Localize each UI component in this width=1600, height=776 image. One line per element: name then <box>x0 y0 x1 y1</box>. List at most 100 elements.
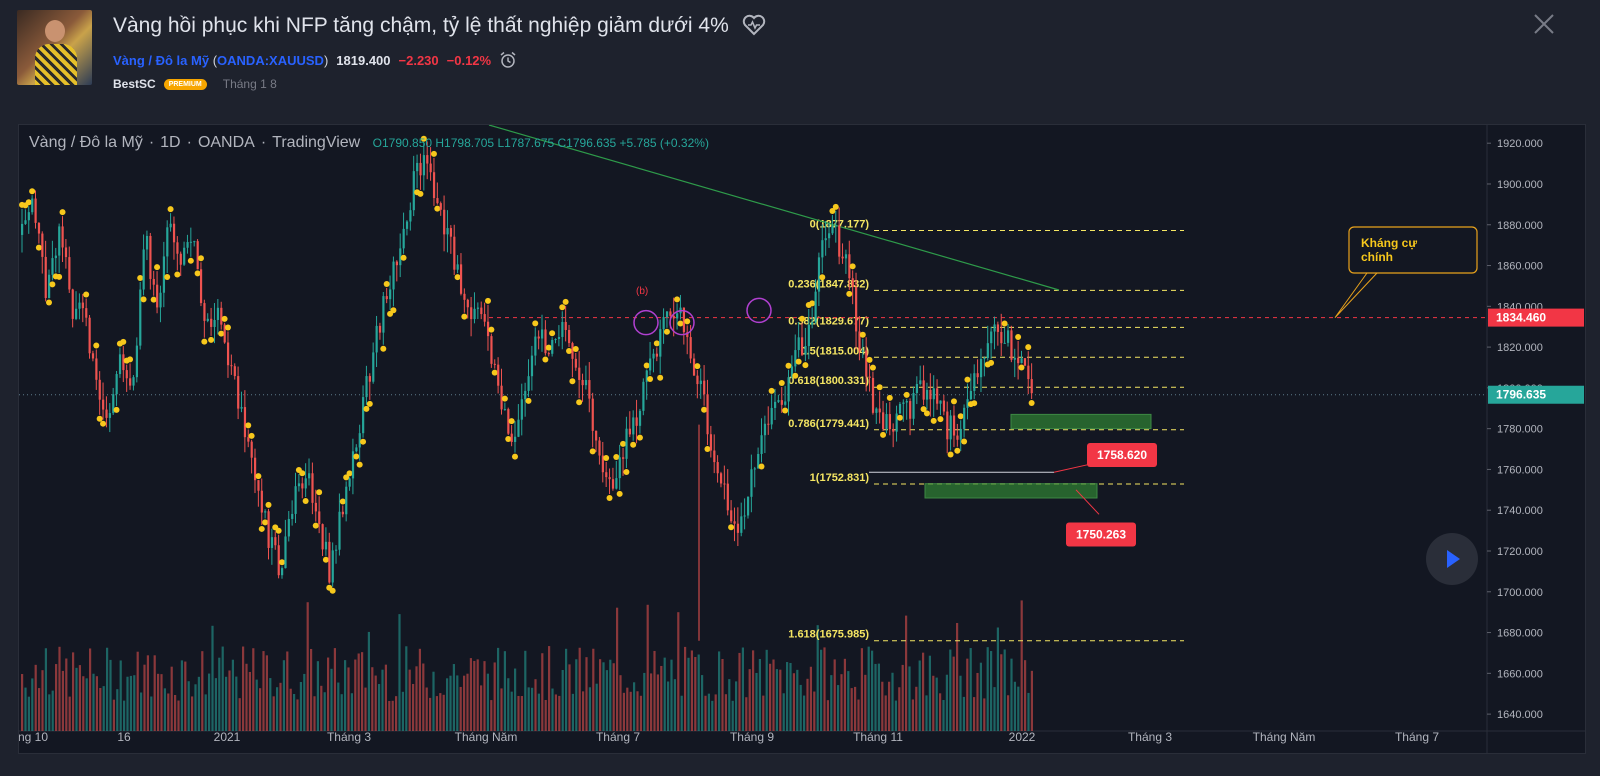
candle-body <box>88 317 91 354</box>
x-tick-label: 2021 <box>214 730 241 744</box>
volume-bar <box>905 615 908 731</box>
signal-dot <box>950 398 957 405</box>
candle-body <box>186 242 189 248</box>
volume-bar <box>745 697 748 731</box>
candle-body <box>929 389 932 400</box>
candle-body <box>986 343 989 359</box>
candle-body <box>834 225 837 227</box>
volume-bar <box>282 660 285 731</box>
candle-body <box>497 364 500 386</box>
candle-body <box>692 358 696 376</box>
signal-dot <box>56 273 63 280</box>
candle-body <box>61 226 64 248</box>
candle-body <box>115 374 118 395</box>
volume-bar <box>748 669 751 731</box>
volume-bar <box>864 674 867 731</box>
signal-dot <box>768 387 775 394</box>
signal-dot <box>461 313 468 320</box>
candle-body <box>267 511 270 548</box>
volume-bar <box>993 687 996 731</box>
signal-dot <box>508 418 515 425</box>
volume-bar <box>956 622 959 731</box>
signal-dot <box>137 275 144 282</box>
volume-bar <box>143 664 146 731</box>
candle-body <box>990 331 993 344</box>
candle-body <box>392 261 395 290</box>
volume-bar <box>44 648 47 731</box>
volume-bar <box>248 671 251 731</box>
candle-body <box>166 227 169 257</box>
candle-body <box>828 233 831 239</box>
volume-bar <box>833 659 836 731</box>
volume-bar <box>310 648 313 731</box>
candle-body <box>871 377 875 413</box>
demand-zone-upper <box>1010 413 1152 430</box>
candle-body <box>1017 357 1020 364</box>
candle-body <box>513 436 517 442</box>
volume-bar <box>456 675 459 731</box>
wave-b-label: (b) <box>636 286 648 297</box>
candle-body <box>210 318 213 327</box>
volume-bar <box>663 657 666 731</box>
candle-body <box>875 408 878 413</box>
volume-bar <box>452 664 455 731</box>
candle-body <box>794 350 797 367</box>
signal-dot <box>576 399 583 406</box>
price-chart[interactable]: 1920.0001900.0001880.0001860.0001840.000… <box>19 125 1585 753</box>
signal-dot <box>316 489 323 496</box>
candle-body <box>443 209 446 235</box>
signal-dot <box>93 342 100 349</box>
alarm-clock-icon[interactable] <box>499 51 517 69</box>
signal-dot <box>630 441 637 448</box>
candle-body <box>635 417 638 426</box>
candle-body <box>156 284 159 308</box>
signal-dot <box>562 298 569 305</box>
candle-body <box>740 516 743 533</box>
author-avatar[interactable] <box>17 10 92 85</box>
legend-interval: 1D <box>160 134 181 151</box>
volume-bar <box>303 673 306 731</box>
signal-dot <box>150 296 157 303</box>
signal-dot <box>59 209 66 216</box>
signal-dot <box>484 297 491 304</box>
candle-body <box>645 370 648 382</box>
volume-bar <box>990 651 993 731</box>
volume-bar <box>123 700 126 731</box>
volume-bar <box>367 631 370 731</box>
play-button[interactable] <box>1426 533 1478 585</box>
heart-icon[interactable] <box>742 14 766 36</box>
candle-body <box>385 296 388 300</box>
volume-bar <box>765 649 768 731</box>
signal-dot <box>400 254 407 261</box>
symbol-name-link[interactable]: Vàng / Đô la Mỹ (OANDA:XAUUSD) <box>113 52 329 68</box>
signal-dot <box>430 150 437 157</box>
candle-body <box>500 385 503 410</box>
volume-bar <box>201 651 204 731</box>
signal-dot <box>849 263 856 270</box>
volume-bar <box>969 648 972 731</box>
volume-bar <box>660 665 663 731</box>
candle-body <box>652 353 655 359</box>
price-label-text: 1796.635 <box>1496 388 1546 402</box>
chart-panel[interactable]: Vàng / Đô la Mỹ · 1D · OANDA · TradingView O17… <box>18 124 1586 754</box>
signal-dot <box>616 490 623 497</box>
candle-body <box>301 483 304 489</box>
volume-bar <box>78 665 81 731</box>
volume-bar <box>796 669 799 731</box>
candle-body <box>321 524 324 550</box>
volume-bar <box>769 663 772 731</box>
volume-bar <box>911 699 914 731</box>
candle-body <box>963 407 966 429</box>
author-name[interactable]: BestSC <box>113 77 156 91</box>
candle-body <box>274 537 277 546</box>
candle-body <box>24 220 27 224</box>
volume-bar <box>718 651 721 731</box>
volume-bar <box>116 689 119 731</box>
volume-bar <box>891 672 894 731</box>
note-text-line-2: chính <box>1361 250 1393 264</box>
volume-bar <box>1007 695 1010 731</box>
y-tick-label: 1760.000 <box>1497 464 1543 476</box>
candle-body <box>520 399 523 420</box>
close-icon[interactable] <box>1532 12 1556 36</box>
volume-bar <box>922 652 925 731</box>
